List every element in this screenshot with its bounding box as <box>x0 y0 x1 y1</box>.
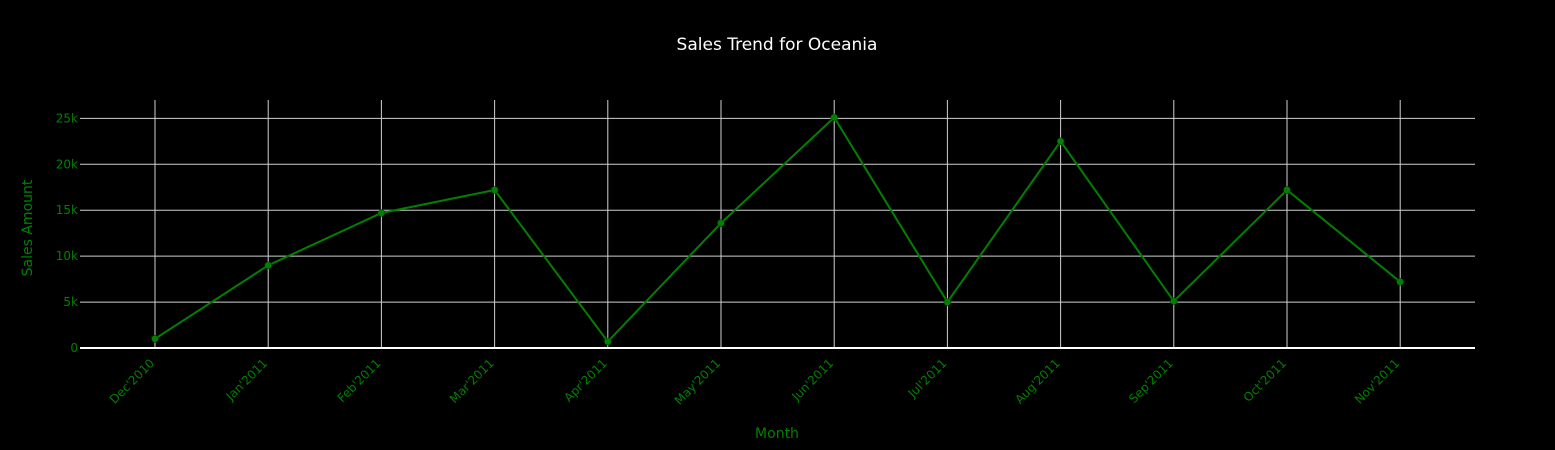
data-point[interactable] <box>490 186 499 194</box>
y-tick-label: 5k <box>63 295 78 309</box>
grid-lines <box>80 100 1475 348</box>
data-point[interactable] <box>830 113 838 122</box>
x-tick-label: Apr'2011 <box>561 356 610 405</box>
chart-title: Sales Trend for Oceania <box>677 35 878 55</box>
x-tick-label: Oct'2011 <box>1241 356 1290 405</box>
x-tick-label: Jun'2011 <box>789 356 837 404</box>
data-point[interactable] <box>1396 278 1404 286</box>
x-tick-label: Mar'2011 <box>447 356 497 406</box>
data-point[interactable] <box>943 298 952 306</box>
data-point[interactable] <box>377 209 386 217</box>
data-point[interactable] <box>717 219 725 227</box>
y-tick-label: 25k <box>56 111 78 125</box>
x-axis-title: Month <box>755 426 799 442</box>
tick-labels: 0 5k 10k 15k 20k 25k Dec'2010 Jan'2011 Feb'2011 M… <box>56 111 1403 407</box>
x-tick-label: Feb'2011 <box>335 356 384 405</box>
y-tick-label: 15k <box>56 203 78 217</box>
data-point[interactable] <box>1170 297 1178 305</box>
x-tick-label: Jul'2011 <box>905 356 950 401</box>
data-point[interactable] <box>264 261 272 270</box>
series-sales <box>151 113 1404 346</box>
x-tick-label: Sep'2011 <box>1126 356 1176 406</box>
data-point[interactable] <box>1283 186 1291 194</box>
y-tick-label: 20k <box>56 157 78 171</box>
x-tick-label: Dec'2010 <box>107 356 157 406</box>
x-tick-label: May'2011 <box>672 356 723 407</box>
y-axis-title: Sales Amount <box>20 179 36 276</box>
x-tick-label: Aug'2011 <box>1012 356 1062 406</box>
data-point[interactable] <box>151 335 159 343</box>
series-line <box>154 115 1401 344</box>
data-point[interactable] <box>604 337 612 346</box>
data-point[interactable] <box>1056 137 1065 146</box>
x-tick-label: Nov'2011 <box>1352 356 1402 406</box>
y-tick-label: 0 <box>70 341 78 355</box>
x-tick-label: Jan'2011 <box>223 356 271 404</box>
y-tick-label: 10k <box>56 249 78 263</box>
